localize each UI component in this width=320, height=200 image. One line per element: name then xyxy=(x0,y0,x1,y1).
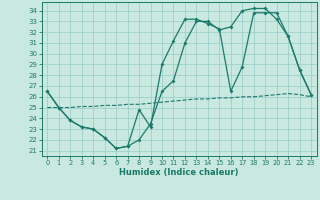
X-axis label: Humidex (Indice chaleur): Humidex (Indice chaleur) xyxy=(119,168,239,177)
